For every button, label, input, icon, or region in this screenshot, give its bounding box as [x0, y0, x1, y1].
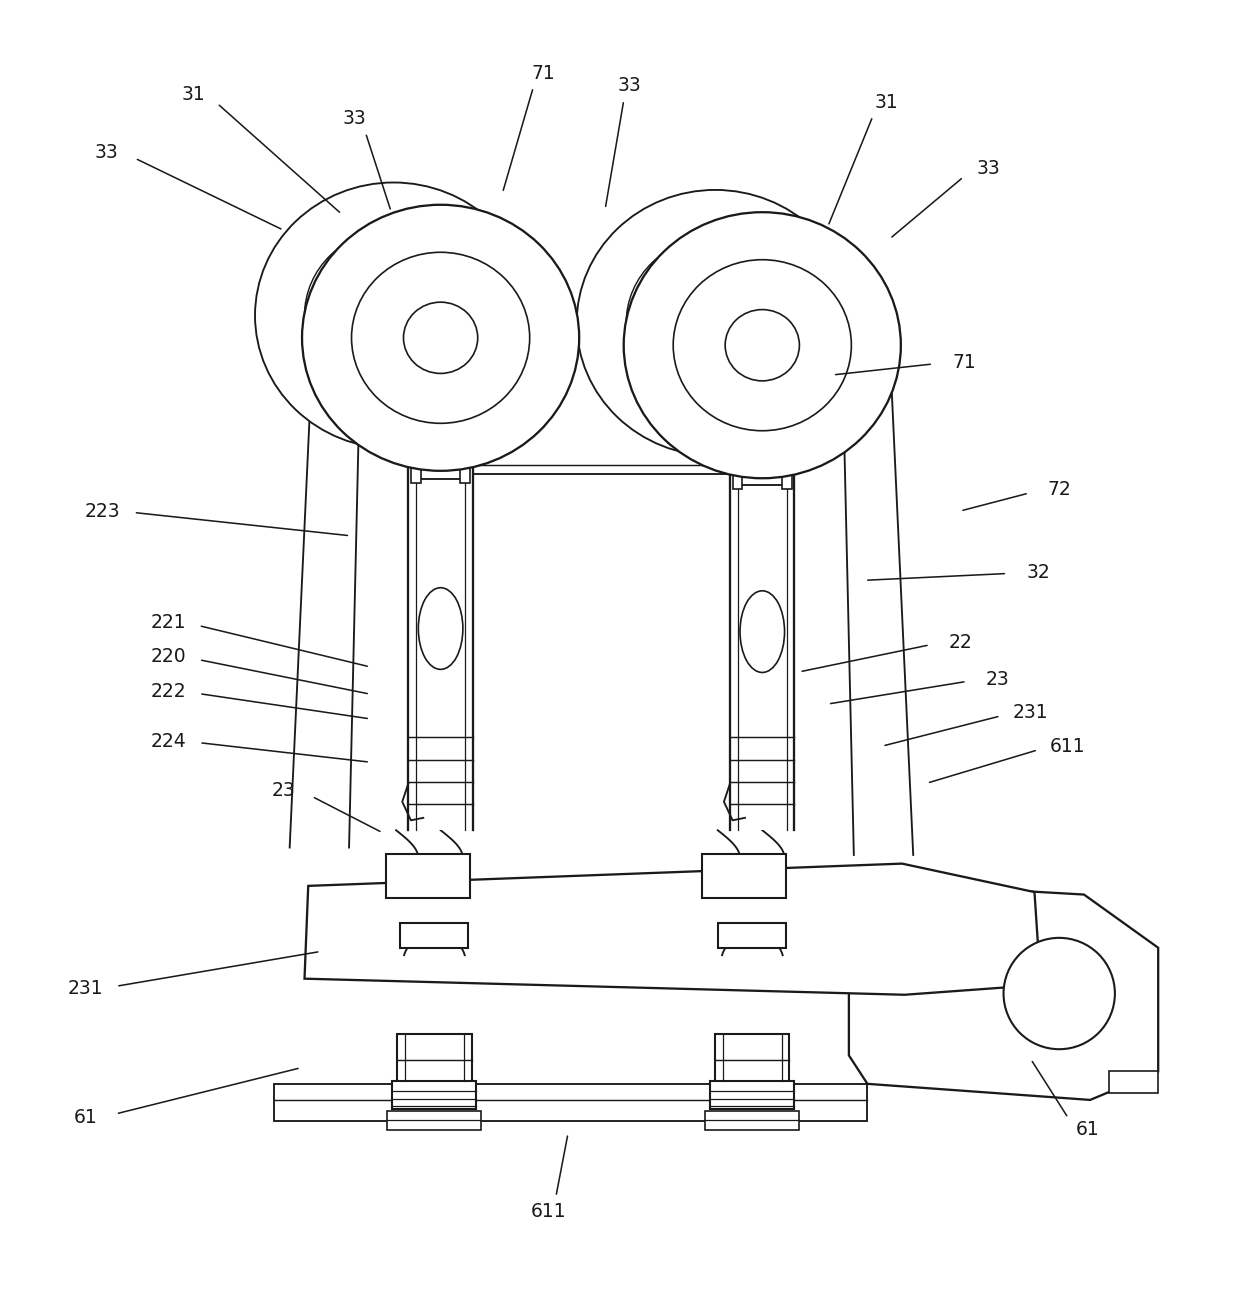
Text: 231: 231 [1013, 703, 1049, 723]
Ellipse shape [356, 280, 430, 351]
Ellipse shape [678, 288, 753, 359]
Bar [392, 1081, 476, 1109]
Bar [740, 470, 785, 485]
Polygon shape [1109, 1071, 1158, 1092]
Bar [733, 470, 743, 489]
Text: 223: 223 [86, 502, 120, 520]
Text: 224: 224 [150, 732, 186, 750]
Bar [387, 1112, 481, 1130]
Text: 31: 31 [181, 84, 205, 104]
Ellipse shape [403, 302, 477, 373]
Text: 71: 71 [532, 63, 556, 83]
Text: 222: 222 [150, 682, 186, 702]
Text: 23: 23 [986, 670, 1009, 689]
Text: 23: 23 [272, 781, 295, 800]
Ellipse shape [303, 205, 579, 470]
Ellipse shape [725, 310, 800, 381]
Ellipse shape [673, 260, 852, 431]
Bar [418, 464, 463, 478]
Ellipse shape [626, 238, 805, 409]
Bar [386, 854, 470, 897]
Text: 31: 31 [874, 93, 898, 112]
Text: 33: 33 [342, 109, 366, 129]
Bar [706, 1112, 800, 1130]
Ellipse shape [351, 252, 529, 423]
Text: 71: 71 [952, 353, 976, 372]
Ellipse shape [305, 230, 482, 401]
Bar [782, 470, 792, 489]
Text: 33: 33 [977, 159, 1001, 177]
Text: 61: 61 [73, 1108, 98, 1126]
Ellipse shape [740, 591, 785, 673]
Circle shape [1003, 938, 1115, 1049]
Text: 611: 611 [531, 1202, 565, 1221]
Bar [732, 470, 794, 830]
Bar [460, 464, 470, 482]
Text: 220: 220 [150, 648, 186, 666]
Bar [409, 464, 471, 830]
Bar [399, 922, 467, 947]
Bar [397, 1034, 471, 1087]
Text: 32: 32 [1027, 564, 1050, 582]
Text: 72: 72 [1048, 481, 1071, 499]
Ellipse shape [418, 587, 463, 669]
Text: 22: 22 [949, 632, 972, 652]
Ellipse shape [577, 191, 854, 456]
Text: 611: 611 [1050, 737, 1086, 756]
Ellipse shape [255, 183, 532, 448]
Bar [410, 464, 420, 482]
Text: 33: 33 [618, 76, 642, 95]
Text: 61: 61 [1076, 1120, 1100, 1139]
Ellipse shape [624, 212, 900, 478]
Bar [718, 922, 786, 947]
Bar [711, 1081, 795, 1109]
Polygon shape [849, 882, 1158, 1100]
Text: 221: 221 [150, 612, 186, 632]
Text: 231: 231 [68, 979, 103, 999]
Bar [702, 854, 786, 897]
Polygon shape [305, 863, 1040, 995]
Bar [715, 1034, 790, 1087]
Polygon shape [274, 1084, 868, 1121]
Text: 33: 33 [94, 143, 119, 162]
